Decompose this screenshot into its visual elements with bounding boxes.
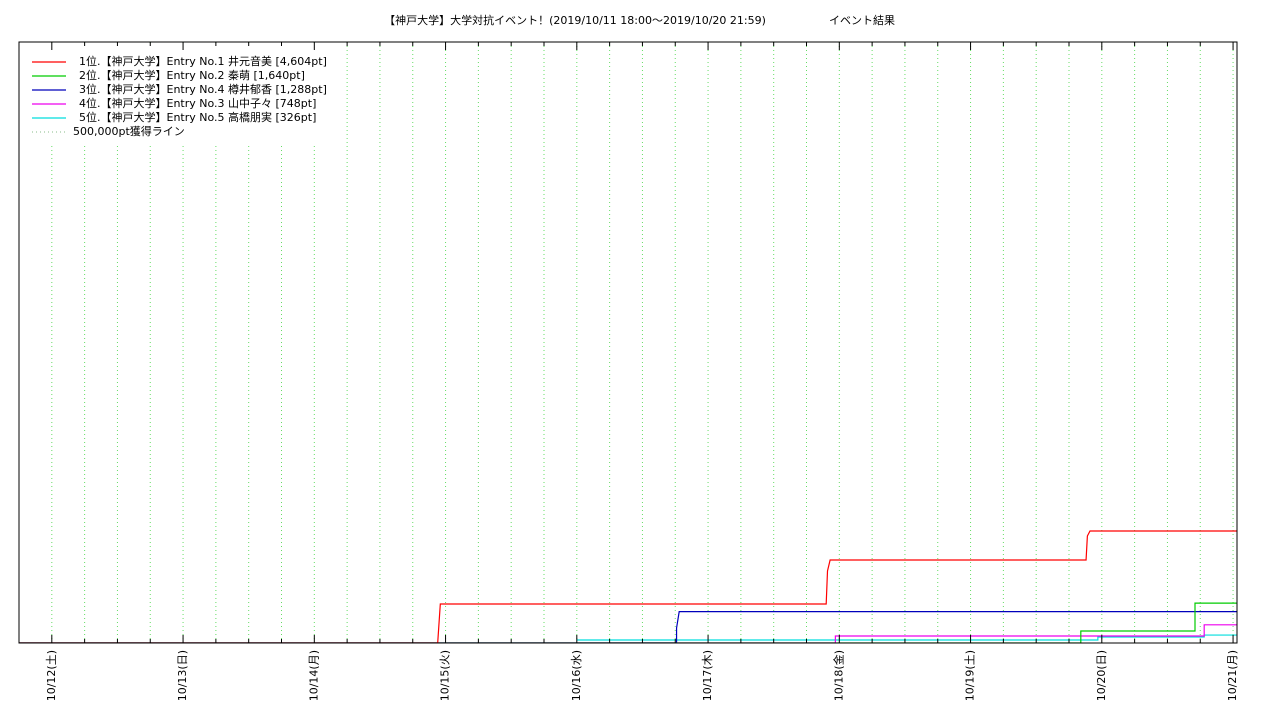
series-line	[19, 602, 1237, 643]
legend-label: 500,000pt獲得ライン	[73, 125, 185, 138]
legend-label: 5位.【神戸大学】Entry No.5 高橋朋実 [326pt]	[79, 110, 316, 124]
chart-subtitle: イベント結果	[829, 13, 895, 27]
chart-title: 【神戸大学】大学対抗イベント！(2019/10/11 18:00～2019/10…	[384, 13, 766, 27]
ticks: 10/12(土) 10/13(日) 10/14(月) 10/15(火) 10/16(水)…	[45, 42, 1239, 701]
series-line	[19, 624, 1237, 643]
series-line	[19, 530, 1237, 643]
x-tick-label: 10/19(土)	[964, 650, 977, 701]
series-line	[576, 634, 1237, 641]
x-tick-label: 10/17(木)	[701, 650, 714, 701]
legend-label: 1位.【神戸大学】Entry No.1 井元音美 [4,604pt]	[79, 54, 327, 68]
x-tick-label: 10/15(火)	[439, 650, 452, 701]
x-tick-label: 10/13(日)	[176, 650, 189, 701]
legend-background	[20, 43, 332, 143]
legend-label: 4位.【神戸大学】Entry No.3 山中子々 [748pt]	[79, 96, 316, 110]
x-tick-label: 10/12(土)	[45, 650, 58, 701]
x-tick-label: 10/16(水)	[570, 650, 583, 701]
x-tick-label: 10/14(月)	[307, 650, 320, 701]
x-tick-label: 10/21(月)	[1226, 650, 1239, 701]
plot-frame	[18, 41, 1238, 644]
legend-label: 2位.【神戸大学】Entry No.2 秦萌 [1,640pt]	[79, 68, 305, 82]
x-tick-label: 10/18(金)	[831, 650, 845, 701]
x-tick-label: 10/20(日)	[1095, 650, 1108, 701]
series-line	[19, 611, 1237, 643]
plot-lines	[19, 530, 1237, 643]
legend: 1位.【神戸大学】Entry No.1 井元音美 [4,604pt]2位.【神戸…	[32, 54, 327, 138]
legend-label: 3位.【神戸大学】Entry No.4 樽井郁香 [1,288pt]	[79, 82, 327, 96]
